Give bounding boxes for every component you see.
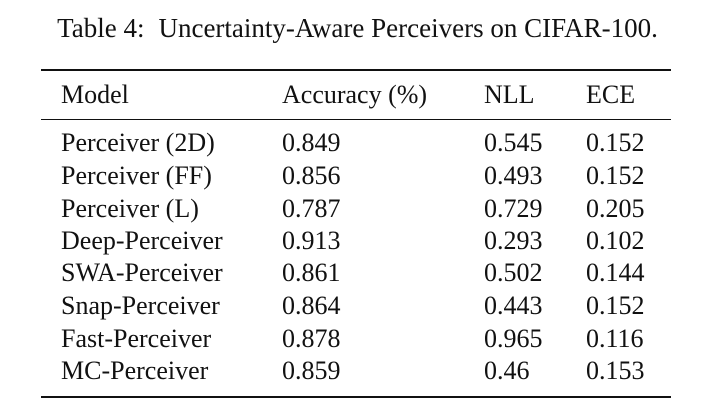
cell-model: MC-Perceiver (61, 356, 209, 385)
cell-model: Fast-Perceiver (61, 324, 212, 353)
cell-accuracy: 0.856 (282, 161, 341, 190)
cell-accuracy: 0.861 (282, 258, 341, 287)
cell-ece: 0.152 (586, 161, 645, 190)
cell-nll: 0.443 (484, 291, 543, 320)
table-caption-label: Table 4: (57, 13, 145, 43)
cell-model: Perceiver (L) (61, 194, 199, 223)
header-accuracy: Accuracy (%) (282, 80, 428, 109)
cell-accuracy: 0.913 (282, 226, 341, 255)
table-caption: Table 4: Uncertainty-Aware Perceivers on … (0, 10, 715, 46)
header-model: Model (61, 80, 129, 109)
cell-ece: 0.153 (586, 356, 645, 385)
cell-nll: 0.293 (484, 226, 543, 255)
cell-nll: 0.545 (484, 128, 543, 157)
header-nll: NLL (484, 80, 535, 109)
header-ece: ECE (586, 80, 636, 109)
cell-nll: 0.502 (484, 258, 543, 287)
cell-nll: 0.493 (484, 161, 543, 190)
cell-accuracy: 0.864 (282, 291, 341, 320)
cell-ece: 0.152 (586, 128, 645, 157)
cell-ece: 0.102 (586, 226, 645, 255)
cell-ece: 0.152 (586, 291, 645, 320)
cell-nll: 0.965 (484, 324, 543, 353)
cell-model: SWA-Perceiver (61, 258, 223, 287)
table-top-rule (41, 69, 671, 71)
cell-model: Deep-Perceiver (61, 226, 223, 255)
cell-accuracy: 0.849 (282, 128, 341, 157)
cell-ece: 0.205 (586, 194, 645, 223)
cell-accuracy: 0.878 (282, 324, 341, 353)
cell-accuracy: 0.859 (282, 356, 341, 385)
cell-ece: 0.116 (586, 324, 644, 353)
table-caption-text: Uncertainty-Aware Perceivers on CIFAR-10… (158, 13, 658, 43)
cell-nll: 0.729 (484, 194, 543, 223)
cell-nll: 0.46 (484, 356, 530, 385)
cell-model: Snap-Perceiver (61, 291, 220, 320)
cell-ece: 0.144 (586, 258, 645, 287)
table-header-rule (41, 119, 671, 120)
cell-model: Perceiver (FF) (61, 161, 212, 190)
cell-model: Perceiver (2D) (61, 128, 215, 157)
cell-accuracy: 0.787 (282, 194, 341, 223)
table-bottom-rule (41, 396, 671, 398)
